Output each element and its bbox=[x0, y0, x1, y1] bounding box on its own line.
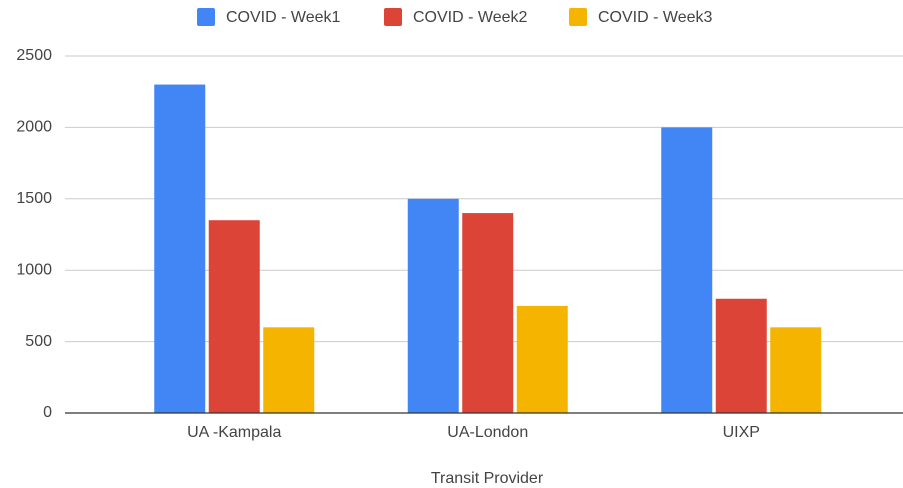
bar bbox=[263, 327, 315, 413]
y-tick-label: 1500 bbox=[16, 190, 52, 207]
x-tick-label: UIXP bbox=[723, 424, 760, 441]
bar bbox=[154, 84, 206, 413]
x-tick-label: UA-London bbox=[447, 424, 528, 441]
y-tick-label: 2000 bbox=[16, 119, 52, 136]
bar bbox=[661, 127, 713, 414]
bar bbox=[516, 305, 568, 413]
legend-swatch bbox=[569, 8, 587, 26]
bar bbox=[407, 198, 459, 413]
x-axis-title: Transit Provider bbox=[431, 470, 544, 487]
bar bbox=[208, 220, 260, 413]
bar bbox=[462, 213, 514, 413]
legend-label: COVID - Week2 bbox=[413, 9, 528, 26]
y-tick-label: 1000 bbox=[16, 261, 52, 278]
legend-label: COVID - Week1 bbox=[226, 9, 341, 26]
y-tick-label: 2500 bbox=[16, 47, 52, 64]
x-tick-label: UA -Kampala bbox=[187, 424, 281, 441]
bar bbox=[770, 327, 822, 413]
legend-swatch bbox=[197, 8, 215, 26]
legend-swatch bbox=[384, 8, 402, 26]
legend-label: COVID - Week3 bbox=[598, 9, 713, 26]
y-tick-label: 0 bbox=[43, 404, 52, 421]
y-tick-label: 500 bbox=[25, 333, 52, 350]
bar bbox=[715, 298, 767, 413]
